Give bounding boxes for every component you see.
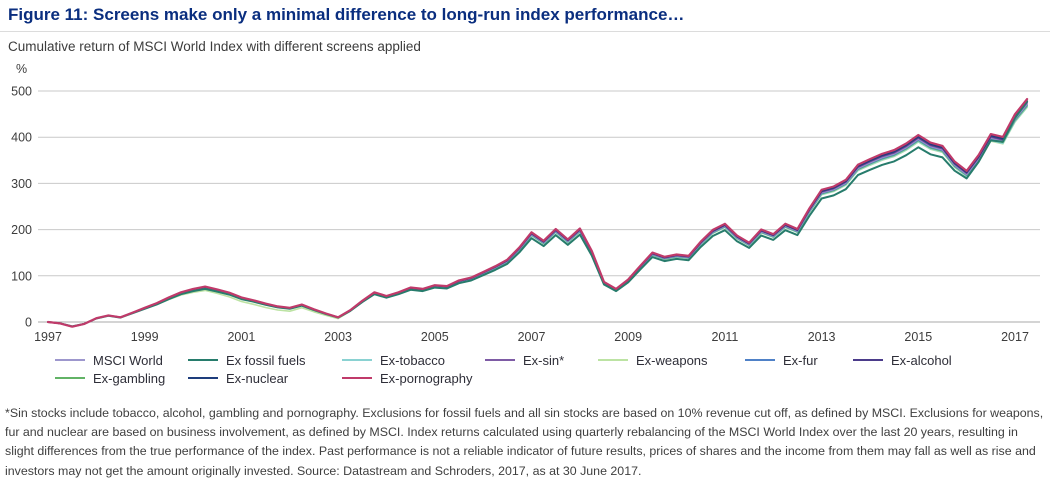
- legend-swatch-icon: [342, 359, 372, 361]
- legend-label: Ex-nuclear: [226, 370, 289, 386]
- figure-title: Figure 11: Screens make only a minimal d…: [8, 5, 685, 24]
- line-ex-gambling: [47, 104, 1028, 328]
- line-ex-fossil-fuels: [47, 100, 1029, 328]
- x-tick-label-2007: 2007: [518, 330, 546, 344]
- x-tick-label-2011: 2011: [711, 330, 738, 344]
- title-divider: [0, 31, 1050, 32]
- legend-label: MSCI World: [93, 352, 163, 368]
- legend-item-msci-world: MSCI World: [55, 352, 163, 368]
- legend-label: Ex fossil fuels: [226, 352, 306, 368]
- y-tick-label-100: 100: [11, 269, 32, 283]
- x-tick-label-2015: 2015: [904, 330, 932, 344]
- x-tick-label-1997: 1997: [34, 330, 62, 344]
- legend-item-ex-sin-: Ex-sin*: [485, 352, 564, 368]
- x-tick-label-2017: 2017: [1001, 330, 1029, 344]
- x-tick-label-2001: 2001: [227, 330, 255, 344]
- x-tick-label-2003: 2003: [324, 330, 352, 344]
- y-tick-label-200: 200: [11, 223, 32, 237]
- legend-label: Ex-fur: [783, 352, 818, 368]
- legend-swatch-icon: [342, 377, 372, 379]
- y-tick-label-300: 300: [11, 177, 32, 191]
- legend-item-ex-alcohol: Ex-alcohol: [853, 352, 952, 368]
- legend-label: Ex-gambling: [93, 370, 166, 386]
- legend-item-ex-fossil-fuels: Ex fossil fuels: [188, 352, 305, 368]
- legend-label: Ex-weapons: [636, 352, 708, 368]
- legend-item-ex-nuclear: Ex-nuclear: [188, 370, 288, 386]
- line-ex-weapons: [47, 106, 1028, 328]
- y-tick-label-400: 400: [11, 131, 32, 145]
- legend-item-ex-gambling: Ex-gambling: [55, 370, 165, 386]
- x-tick-label-1999: 1999: [131, 330, 159, 344]
- line-ex-tobacco: [47, 105, 1028, 328]
- x-tick-label-2009: 2009: [614, 330, 642, 344]
- legend-item-ex-weapons: Ex-weapons: [598, 352, 708, 368]
- x-tick-label-2013: 2013: [808, 330, 836, 344]
- legend-label: Ex-tobacco: [380, 352, 446, 368]
- legend-item-ex-fur: Ex-fur: [745, 352, 818, 368]
- chart-legend: MSCI World Ex fossil fuels Ex-tobacco Ex-si…: [0, 352, 1050, 392]
- y-tick-label-500: 500: [11, 85, 32, 99]
- legend-label: Ex-sin*: [523, 352, 565, 368]
- legend-swatch-icon: [853, 359, 883, 361]
- line-ex-sin-: [47, 101, 1028, 328]
- line-ex-pornography: [46, 97, 1029, 328]
- legend-item-ex-tobacco: Ex-tobacco: [342, 352, 445, 368]
- legend-swatch-icon: [55, 377, 85, 379]
- legend-label: Ex-alcohol: [891, 352, 952, 368]
- legend-swatch-icon: [745, 359, 775, 361]
- legend-swatch-icon: [598, 359, 628, 361]
- line-chart: 0 100 200 300 400 500 1997 1999 2001 2003 2005 2007…: [11, 85, 1040, 344]
- line-ex-alcohol: [47, 101, 1028, 328]
- y-axis-unit-label: %: [16, 62, 28, 76]
- x-tick-label-2005: 2005: [421, 330, 449, 344]
- figure-subtitle: Cumulative return of MSCI World Index wi…: [8, 39, 421, 54]
- legend-swatch-icon: [485, 359, 515, 361]
- legend-label: Ex-pornography: [380, 370, 473, 386]
- legend-swatch-icon: [55, 359, 85, 361]
- footnote-text: *Sin stocks include tobacco, alcohol, ga…: [5, 406, 1044, 478]
- legend-swatch-icon: [188, 359, 218, 361]
- legend-item-ex-pornography: Ex-pornography: [342, 370, 473, 386]
- line-ex-fur: [47, 103, 1028, 328]
- legend-swatch-icon: [188, 377, 218, 379]
- y-tick-label-0: 0: [25, 316, 32, 330]
